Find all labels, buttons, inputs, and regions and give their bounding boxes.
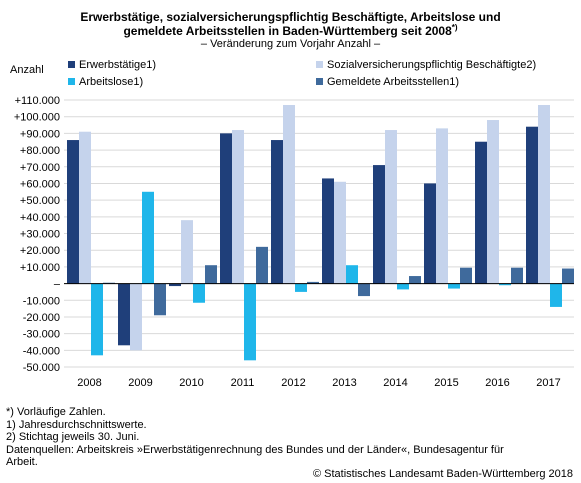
bar	[295, 283, 307, 292]
chart-title-line2: gemeldete Arbeitsstellen in Baden-Württe…	[0, 23, 581, 39]
footnote-0: *) Vorläufige Zahlen.	[6, 406, 106, 418]
bar	[346, 265, 358, 284]
bar	[220, 133, 232, 284]
copyright: © Statistisches Landesamt Baden-Württemb…	[312, 468, 573, 480]
x-tick-label: 2009	[128, 377, 152, 389]
bar	[424, 183, 436, 284]
y-tick-label: –	[54, 279, 61, 291]
x-tick-label: 2015	[434, 377, 458, 389]
x-tick-label: 2011	[231, 377, 255, 389]
chart-title: Erwerbstätige, sozialversicherungspflich…	[0, 10, 581, 38]
chart-title-line2-text: gemeldete Arbeitsstellen in Baden-Württe…	[123, 24, 452, 38]
y-tick-label: +100.000	[14, 112, 60, 124]
legend-item-erwerbstaetige: Erwerbstätige1)	[68, 58, 156, 72]
bar-chart: -50.000 -40.000 -30.000 -20.000 -10.000 – +10.…	[14, 95, 574, 389]
bar	[334, 181, 346, 284]
y-tick-label: +10.000	[20, 262, 60, 274]
bar	[307, 281, 319, 284]
y-tick-label: +20.000	[20, 245, 60, 257]
chart-title-line1: Erwerbstätige, sozialversicherungspflich…	[80, 10, 501, 24]
chart-title-superscript: *)	[451, 23, 458, 32]
bar	[409, 276, 421, 284]
bar	[385, 130, 397, 284]
legend-item-sozialversicherungspflichtig: Sozialversicherungspflichtig Beschäftigt…	[316, 58, 536, 72]
x-tick-label: 2012	[281, 377, 305, 389]
x-tick-label: 2008	[77, 377, 101, 389]
y-axis-label: Anzahl	[10, 64, 44, 76]
y-tick-label: +90.000	[20, 128, 60, 140]
legend-swatch-erwerbstaetige	[68, 60, 75, 68]
legend-swatch-gemeldete-arbeitsstellen	[316, 77, 323, 85]
x-tick-label: 2010	[179, 377, 203, 389]
bar	[436, 128, 448, 284]
bar	[448, 283, 460, 289]
bar	[118, 283, 130, 346]
legend-item-arbeitslose: Arbeitslose1)	[68, 75, 143, 89]
legend-item-gemeldete-arbeitsstellen: Gemeldete Arbeitsstellen1)	[316, 75, 459, 89]
bar	[130, 283, 142, 351]
bar	[256, 246, 268, 284]
x-tick-label: 2017	[536, 377, 560, 389]
y-tick-label: -40.000	[23, 345, 60, 357]
x-tick-label: 2013	[332, 377, 356, 389]
y-tick-label: +30.000	[20, 229, 60, 241]
bar	[181, 220, 193, 284]
x-tick-label: 2014	[383, 377, 407, 389]
y-tick-label: +40.000	[20, 212, 60, 224]
bar	[499, 283, 511, 286]
y-tick-label: +50.000	[20, 195, 60, 207]
bar	[538, 105, 550, 284]
bar	[283, 105, 295, 284]
y-tick-label: +80.000	[20, 145, 60, 157]
bar	[562, 268, 574, 284]
legend-label-arbeitslose: Arbeitslose1)	[79, 76, 144, 88]
bar	[511, 267, 523, 284]
bar	[475, 141, 487, 284]
bar	[373, 165, 385, 284]
y-tick-label: -20.000	[23, 312, 60, 324]
footnote-3: Datenquellen: Arbeitskreis »Erwerbstätig…	[6, 443, 504, 456]
bar	[205, 265, 217, 284]
legend-label-erwerbstaetige: Erwerbstätige1)	[79, 59, 157, 71]
bar	[232, 130, 244, 284]
bar	[460, 267, 472, 284]
y-tick-label: +110.000	[15, 95, 60, 107]
bar	[322, 178, 334, 284]
bar	[526, 126, 538, 284]
bar	[271, 140, 283, 284]
y-tick-label: +70.000	[20, 162, 60, 174]
legend-swatch-arbeitslose	[68, 77, 75, 85]
bar	[154, 283, 166, 316]
legend-swatch-sozialversicherungspflichtig	[316, 60, 323, 68]
bar	[193, 283, 205, 303]
bar	[397, 283, 409, 290]
bar	[169, 283, 181, 287]
bar	[91, 283, 103, 356]
bar	[358, 283, 370, 297]
bar	[487, 120, 499, 284]
bar	[550, 283, 562, 307]
legend-label-sozialversicherungspflichtig: Sozialversicherungspflichtig Beschäftigt…	[327, 59, 537, 71]
y-tick-label: -30.000	[23, 329, 60, 341]
footnote-2: 2) Stichtag jeweils 30. Juni.	[6, 431, 140, 443]
bar	[244, 283, 256, 361]
x-tick-label: 2016	[485, 377, 509, 389]
chart-subtitle: – Veränderung zum Vorjahr Anzahl –	[200, 38, 381, 50]
y-tick-label: -10.000	[23, 295, 60, 307]
footnote-4: Arbeit.	[6, 456, 38, 468]
y-tick-label: -50.000	[23, 362, 60, 374]
footnote-1: 1) Jahresdurchschnittswerte.	[6, 418, 147, 431]
footnotes: *) Vorläufige Zahlen. 1) Jahresdurchschn…	[6, 406, 581, 469]
bar	[67, 140, 79, 284]
bar	[142, 191, 154, 284]
bar	[79, 131, 91, 284]
y-tick-label: +60.000	[20, 178, 60, 190]
legend-label-gemeldete-arbeitsstellen: Gemeldete Arbeitsstellen1)	[327, 76, 460, 88]
